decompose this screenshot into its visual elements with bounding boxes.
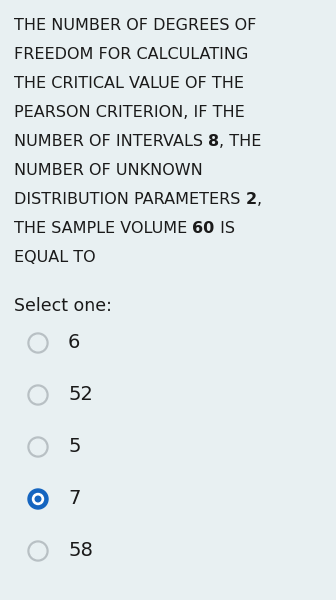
- Text: PEARSON CRITERION, IF THE: PEARSON CRITERION, IF THE: [14, 105, 245, 120]
- Text: IS: IS: [215, 221, 235, 236]
- Text: , THE: , THE: [219, 134, 262, 149]
- Text: THE NUMBER OF DEGREES OF: THE NUMBER OF DEGREES OF: [14, 18, 256, 33]
- Text: 58: 58: [68, 541, 93, 560]
- Circle shape: [30, 387, 46, 403]
- Text: EQUAL TO: EQUAL TO: [14, 250, 96, 265]
- Text: FREEDOM FOR CALCULATING: FREEDOM FOR CALCULATING: [14, 47, 248, 62]
- Circle shape: [30, 439, 46, 455]
- Text: NUMBER OF UNKNOWN: NUMBER OF UNKNOWN: [14, 163, 203, 178]
- Text: ,: ,: [257, 192, 262, 207]
- Text: THE SAMPLE VOLUME: THE SAMPLE VOLUME: [14, 221, 193, 236]
- Text: 8: 8: [208, 134, 219, 149]
- Circle shape: [30, 543, 46, 559]
- Text: NUMBER OF INTERVALS: NUMBER OF INTERVALS: [14, 134, 208, 149]
- Text: Select one:: Select one:: [14, 297, 112, 315]
- Circle shape: [35, 496, 41, 502]
- Circle shape: [28, 489, 48, 509]
- Text: 52: 52: [68, 385, 93, 404]
- Circle shape: [30, 335, 46, 351]
- Text: 60: 60: [193, 221, 215, 236]
- Circle shape: [28, 541, 48, 561]
- Text: THE CRITICAL VALUE OF THE: THE CRITICAL VALUE OF THE: [14, 76, 244, 91]
- Circle shape: [28, 333, 48, 353]
- Text: 7: 7: [68, 490, 80, 509]
- Circle shape: [28, 437, 48, 457]
- Text: 6: 6: [68, 334, 80, 352]
- Text: DISTRIBUTION PARAMETERS: DISTRIBUTION PARAMETERS: [14, 192, 246, 207]
- Text: 5: 5: [68, 437, 81, 457]
- Circle shape: [28, 385, 48, 405]
- Circle shape: [33, 493, 43, 505]
- Text: 2: 2: [246, 192, 257, 207]
